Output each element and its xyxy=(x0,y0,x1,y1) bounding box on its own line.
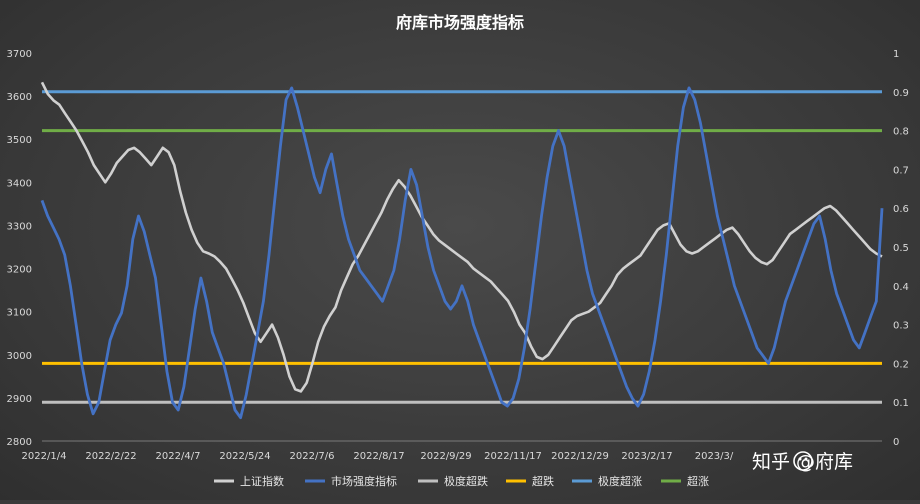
y-right-tick-label: 0.8 xyxy=(893,127,909,138)
legend-label: 超涨 xyxy=(687,474,709,488)
watermark: 知乎 @府库 xyxy=(752,451,853,473)
watermark-text: 知乎 @府库 xyxy=(752,451,853,473)
y-right-tick-label: 0.4 xyxy=(893,282,909,293)
series-lines xyxy=(40,81,884,420)
y-right-tick-label: 0.2 xyxy=(893,359,909,370)
y-left-tick-label: 3100 xyxy=(7,308,32,319)
series-line xyxy=(40,81,883,393)
y-left-tick-label: 3600 xyxy=(7,92,32,103)
x-tick-label: 2022/11/17 xyxy=(484,451,542,462)
y-right-tick-label: 0.1 xyxy=(893,398,909,409)
legend-label: 极度超跌 xyxy=(444,474,488,488)
x-tick-label: 2022/2/22 xyxy=(85,451,136,462)
y-right-tick-label: 0.3 xyxy=(893,321,909,332)
y-right-tick-label: 0.9 xyxy=(893,88,909,99)
y-right-tick-label: 0.7 xyxy=(893,165,909,176)
x-tick-label: 2022/5/24 xyxy=(219,451,270,462)
zhihu-logo-icon xyxy=(793,451,813,471)
y-right-tick-label: 0.6 xyxy=(893,204,909,215)
y-left-tick-label: 3400 xyxy=(7,178,32,189)
x-tick-label: 2022/12/29 xyxy=(551,451,609,462)
x-tick-label: 2022/7/6 xyxy=(290,451,335,462)
legend-label: 上证指数 xyxy=(240,474,284,488)
x-tick-label: 2023/3/ xyxy=(695,451,734,462)
legend-label: 市场强度指标 xyxy=(331,474,397,488)
y-left-tick-label: 3000 xyxy=(7,351,32,362)
y-right-tick-label: 0 xyxy=(893,437,899,448)
x-tick-label: 2022/4/7 xyxy=(156,451,201,462)
y-left-tick-label: 2800 xyxy=(7,437,32,448)
y-left-tick-label: 3200 xyxy=(7,265,32,276)
y-left-tick-label: 2900 xyxy=(7,394,32,405)
x-tick-label: 2022/1/4 xyxy=(22,451,67,462)
x-axis: 2022/1/4 2022/2/22 2022/4/7 2022/5/24 2022/7… xyxy=(22,451,734,462)
y-right-tick-label: 1 xyxy=(893,49,899,60)
legend: 上证指数 市场强度指标 极度超跌 超跌 极度超涨 超涨 xyxy=(214,474,709,488)
x-tick-label: 2023/2/17 xyxy=(621,451,672,462)
x-tick-label: 2022/8/17 xyxy=(353,451,404,462)
x-tick-label: 2022/9/29 xyxy=(420,451,471,462)
y-right-tick-label: 0.5 xyxy=(893,243,909,254)
legend-label: 极度超涨 xyxy=(598,474,642,488)
series-line xyxy=(40,86,884,420)
y-left-tick-label: 3500 xyxy=(7,135,32,146)
y-axis-right: 0 0.1 0.2 0.3 0.4 0.5 0.6 0.7 0.8 0.9 1 xyxy=(893,49,909,448)
threshold-lines xyxy=(42,90,882,404)
y-left-tick-label: 3300 xyxy=(7,221,32,232)
y-axis-left: 2800 2900 3000 3100 3200 3300 3400 3500 3600 3700 xyxy=(7,49,32,448)
zhihu-logo-dot-icon xyxy=(804,457,808,461)
legend-label: 超跌 xyxy=(532,474,554,488)
y-left-tick-label: 3700 xyxy=(7,49,32,60)
chart-title: 府库市场强度指标 xyxy=(396,13,524,32)
zhihu-logo-dot-icon xyxy=(798,457,802,461)
